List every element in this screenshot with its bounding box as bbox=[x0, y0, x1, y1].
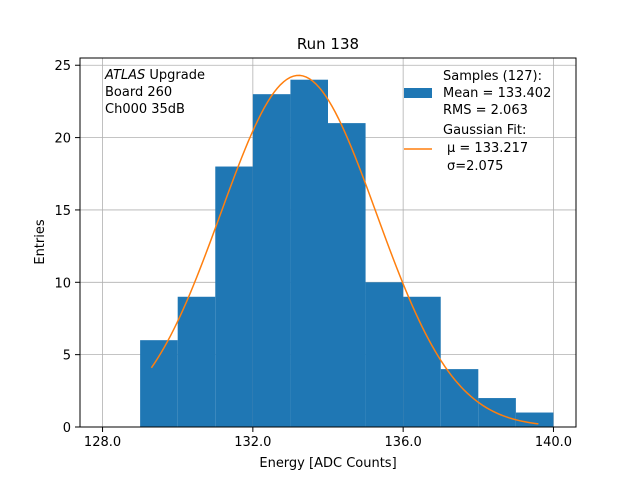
histogram-bar bbox=[177, 296, 216, 427]
legend: Samples (127): Mean = 133.402 RMS = 2.06… bbox=[404, 69, 551, 174]
histogram-bars bbox=[140, 79, 554, 428]
y-tick-label: 5 bbox=[63, 349, 71, 364]
histogram-bar bbox=[328, 123, 366, 427]
histogram-bar bbox=[515, 412, 554, 427]
x-axis-ticks: 128.0 132.0 136.0 140.0 bbox=[84, 427, 572, 450]
histogram-bar bbox=[252, 94, 291, 428]
x-tick-label: 128.0 bbox=[84, 435, 121, 450]
histogram-bar bbox=[403, 296, 441, 427]
y-tick-label: 10 bbox=[54, 276, 71, 291]
x-tick-label: 140.0 bbox=[535, 435, 572, 450]
histogram-bar bbox=[140, 340, 178, 427]
legend-fit-mu: μ = 133.217 bbox=[447, 141, 528, 156]
legend-histogram-swatch bbox=[404, 88, 432, 98]
x-tick-label: 136.0 bbox=[385, 435, 422, 450]
x-axis-label: Energy [ADC Counts] bbox=[259, 456, 396, 471]
y-tick-label: 0 bbox=[63, 421, 71, 436]
annotation-upgrade: Upgrade bbox=[145, 68, 205, 83]
y-tick-label: 20 bbox=[54, 132, 71, 147]
x-tick-label: 132.0 bbox=[234, 435, 271, 450]
annotation-line-3: Ch000 35dB bbox=[105, 102, 185, 117]
plot-frame bbox=[79, 57, 577, 428]
y-tick-label: 25 bbox=[54, 59, 71, 74]
histogram-bar bbox=[290, 79, 328, 428]
annotation-line-1: ATLAS Upgrade bbox=[104, 68, 205, 83]
y-axis-label: Entries bbox=[33, 219, 48, 265]
gaussian-fit-curve bbox=[150, 74, 539, 425]
legend-fit-title: Gaussian Fit: bbox=[443, 123, 526, 138]
legend-samples-rms: RMS = 2.063 bbox=[443, 103, 528, 118]
y-axis-ticks: 0 5 10 15 20 25 bbox=[54, 59, 80, 436]
histogram-bar bbox=[215, 166, 253, 427]
y-tick-label: 15 bbox=[54, 204, 71, 219]
annotation-atlas: ATLAS bbox=[104, 68, 145, 83]
chart-title: Run 138 bbox=[297, 35, 359, 53]
atlas-annotation: ATLAS Upgrade Board 260 Ch000 35dB bbox=[104, 68, 205, 117]
legend-fit-sigma: σ=2.075 bbox=[447, 159, 503, 174]
histogram-bar bbox=[365, 282, 404, 427]
legend-samples-mean: Mean = 133.402 bbox=[443, 86, 551, 101]
annotation-line-2: Board 260 bbox=[105, 85, 172, 100]
legend-samples-title: Samples (127): bbox=[443, 69, 542, 84]
